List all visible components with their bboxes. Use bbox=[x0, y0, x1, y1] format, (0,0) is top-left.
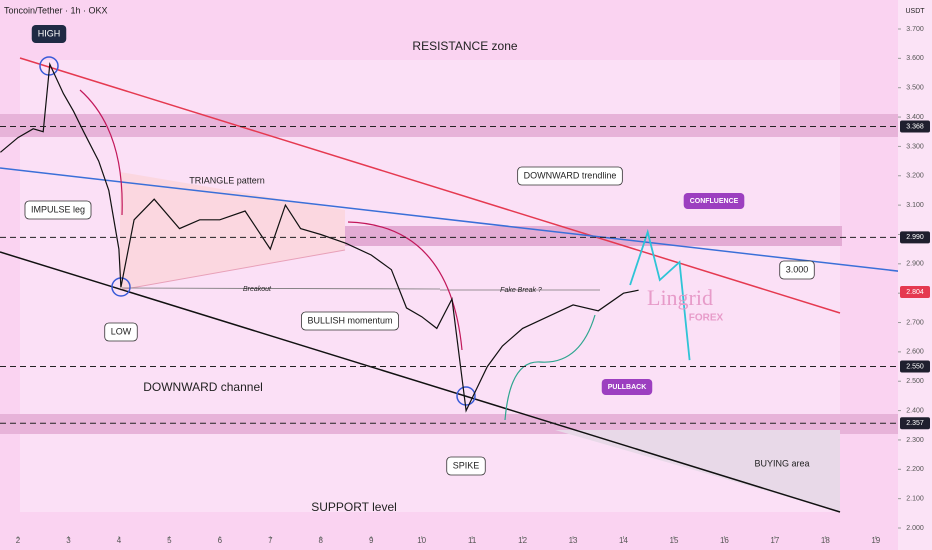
watermark: FOREX bbox=[689, 313, 724, 324]
annotation-box bbox=[31, 25, 67, 43]
annotation: SUPPORT level bbox=[311, 500, 397, 514]
y-tick-label: 2.700 bbox=[906, 319, 924, 326]
annotation: LOW bbox=[111, 326, 132, 336]
annotation: HIGH bbox=[38, 28, 61, 38]
annotation: TRIANGLE pattern bbox=[189, 175, 265, 185]
y-tick-label: 2.900 bbox=[906, 261, 924, 268]
y-tick-label: 3.700 bbox=[906, 26, 924, 33]
price-label-bg bbox=[900, 360, 930, 373]
x-tick-label: 17 bbox=[770, 536, 779, 545]
x-tick-label: 8 bbox=[319, 536, 324, 545]
watermark: Lingrid bbox=[647, 285, 713, 310]
support-zone bbox=[0, 414, 898, 434]
x-tick-label: 16 bbox=[720, 536, 729, 545]
x-tick-label: 6 bbox=[218, 536, 223, 545]
annotation-box bbox=[517, 166, 623, 186]
annotation-box bbox=[301, 311, 399, 331]
channel-bottom-line bbox=[0, 251, 841, 513]
y-tick-label: 2.200 bbox=[906, 466, 924, 473]
y-tick-label: 2.600 bbox=[906, 349, 924, 356]
buying-area bbox=[555, 430, 840, 512]
price-label: 2.357 bbox=[906, 420, 924, 427]
x-tick-label: 5 bbox=[167, 536, 172, 545]
annotation-box bbox=[446, 456, 486, 476]
annotation: IMPULSE leg bbox=[31, 204, 85, 214]
annotation-box bbox=[601, 379, 653, 395]
x-tick-label: 3 bbox=[66, 536, 71, 545]
chart-title: Toncoin/Tether · 1h · OKX bbox=[4, 5, 108, 15]
projection-line bbox=[629, 228, 691, 361]
x-tick-label: 4 bbox=[117, 536, 122, 545]
x-tick-label: 9 bbox=[369, 536, 374, 545]
annotation: BUYING area bbox=[754, 458, 809, 468]
annotation: BULLISH momentum bbox=[307, 315, 392, 325]
price-label: 2.804 bbox=[906, 289, 924, 296]
y-tick-label: 3.200 bbox=[906, 173, 924, 180]
x-tick-label: 18 bbox=[821, 536, 830, 545]
y-tick-label: 2.100 bbox=[906, 495, 924, 502]
x-tick-label: 11 bbox=[468, 536, 477, 545]
annotation: SPIKE bbox=[453, 460, 480, 470]
annotation: DOWNWARD trendline bbox=[524, 170, 617, 180]
price-label-bg bbox=[900, 417, 930, 430]
y-tick-label: 2.300 bbox=[906, 437, 924, 444]
impulse-arrow bbox=[79, 89, 123, 216]
annotation: PULLBACK bbox=[608, 384, 647, 391]
annotation: CONFLUENCE bbox=[690, 198, 739, 205]
recovery-arrow bbox=[504, 314, 596, 421]
annotation: 3.000 bbox=[786, 264, 809, 274]
annotation: Breakout bbox=[243, 286, 272, 293]
y-tick-label: 3.500 bbox=[906, 85, 924, 92]
x-tick-label: 7 bbox=[268, 536, 273, 545]
price-label-bg bbox=[900, 120, 930, 133]
x-tick-label: 12 bbox=[518, 536, 527, 545]
x-tick-label: 13 bbox=[569, 536, 578, 545]
y-tick-label: 2.400 bbox=[906, 407, 924, 414]
annotation-box bbox=[779, 260, 815, 280]
triangle-upper-line bbox=[0, 167, 932, 276]
price-label: 2.990 bbox=[906, 234, 924, 241]
price-label: 3.368 bbox=[906, 123, 924, 130]
resistance-zone bbox=[0, 114, 898, 137]
price-label: 2.550 bbox=[906, 363, 924, 370]
x-tick-label: 15 bbox=[670, 536, 679, 545]
downward-trendline bbox=[19, 57, 841, 314]
x-tick-label: 14 bbox=[619, 536, 628, 545]
y-tick-label: 2.500 bbox=[906, 378, 924, 385]
annotation: RESISTANCE zone bbox=[412, 39, 517, 53]
momentum-arrow bbox=[347, 221, 463, 351]
breakout-line bbox=[121, 287, 441, 290]
annotation: DOWNWARD channel bbox=[143, 380, 263, 394]
y-tick-label: 3.400 bbox=[906, 114, 924, 121]
price-line bbox=[0, 61, 639, 413]
y-tick-label: 2.000 bbox=[906, 525, 924, 532]
annotation-box bbox=[24, 200, 92, 220]
price-unit: USDT bbox=[905, 8, 925, 15]
spike-marker bbox=[456, 386, 476, 406]
y-tick-label: 3.600 bbox=[906, 55, 924, 62]
annotation-box bbox=[104, 322, 138, 342]
annotation-box bbox=[683, 193, 745, 209]
x-tick-label: 19 bbox=[871, 536, 880, 545]
price-axis bbox=[898, 0, 932, 550]
price-label-bg bbox=[900, 231, 930, 244]
x-tick-label: 2 bbox=[16, 536, 21, 545]
x-tick-label: 10 bbox=[417, 536, 426, 545]
y-tick-label: 3.100 bbox=[906, 202, 924, 209]
y-tick-label: 3.300 bbox=[906, 143, 924, 150]
triangle-lower-line bbox=[119, 249, 346, 291]
price-label-bg bbox=[900, 286, 930, 299]
annotation: Fake Break ? bbox=[500, 287, 542, 294]
